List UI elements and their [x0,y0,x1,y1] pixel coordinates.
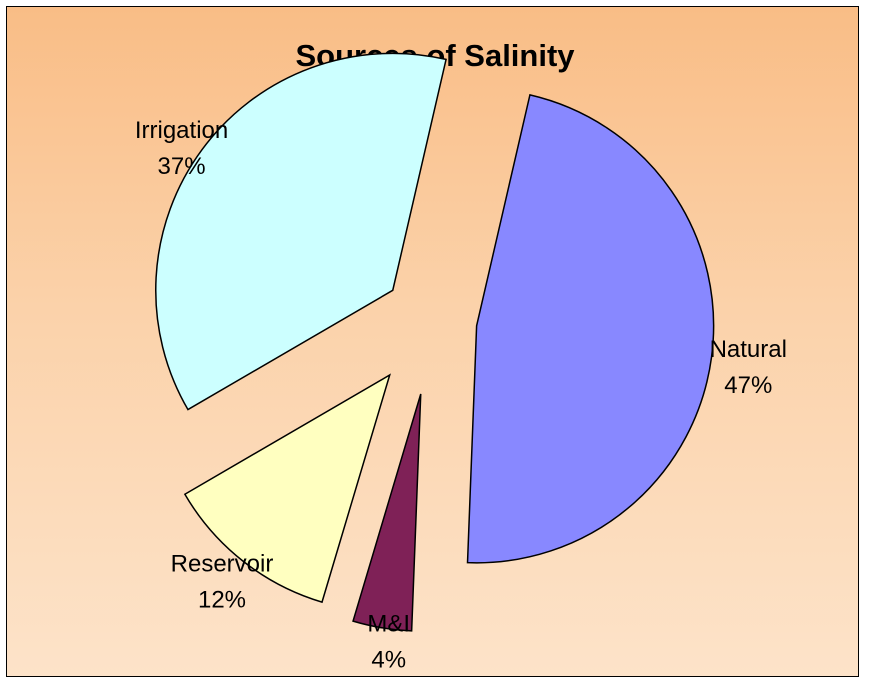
pie-slice-irrigation [155,52,447,411]
slice-label-irrigation: Irrigation 37% [135,117,228,180]
slice-percent: 37% [158,153,206,180]
pie-slice-natural [466,93,715,564]
pie-slice-reservoir [183,373,391,604]
slice-name: Natural [710,336,787,363]
slice-name: Irrigation [135,117,228,144]
slice-label-reservoir: Reservoir 12% [171,550,274,613]
slice-label-natural: Natural 47% [710,336,787,399]
slice-name: M&I [367,611,410,638]
slice-label-m-i: M&I 4% [367,611,410,674]
pie-slices [155,52,715,632]
pie-slice-m-i [352,393,422,632]
slice-labels: Natural 47% M&I 4% Reservoir 12% Irrigation 37% [135,117,787,674]
slice-percent: 4% [371,647,406,674]
slice-percent: 12% [198,586,246,613]
slice-percent: 47% [724,372,772,399]
slice-name: Reservoir [171,550,274,577]
